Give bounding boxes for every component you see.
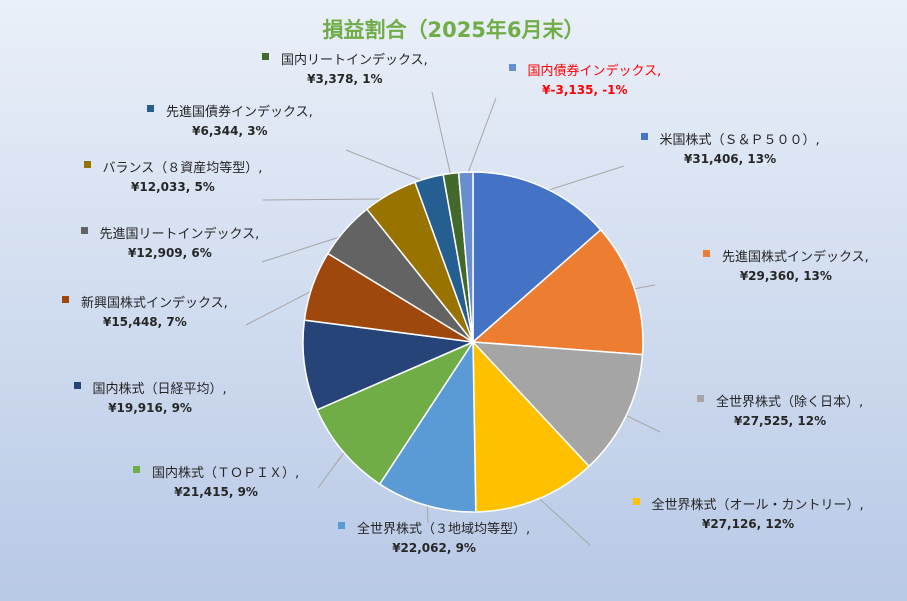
slice-name-label: 国内リートインデックス,: [262, 51, 428, 70]
pie-slice: [471, 341, 644, 468]
pie-slice: [457, 171, 474, 343]
slice-value: ¥12,033, 5%: [131, 180, 215, 194]
slice-name-label: 全世界株式（３地域均等型）,: [338, 520, 530, 539]
chart-title: 損益割合（2025年6月末）: [322, 18, 585, 42]
legend-key-icon: [147, 105, 154, 112]
data-label: バランス（８資産均等型）, ¥12,033, 5%: [83, 159, 263, 197]
slice-name-label: 国内債券インデックス,: [508, 62, 662, 81]
legend-key-icon: [80, 227, 88, 234]
slice-name-label: 全世界株式（除く日本）,: [697, 393, 863, 412]
legend-key-icon: [62, 296, 69, 303]
slice-value: ¥15,448, 7%: [102, 315, 187, 329]
slice-name: 先進国リートインデックス,: [99, 227, 260, 242]
leader-line: [534, 493, 591, 546]
data-label: 全世界株式（オール・カントリー）, ¥27,126, 12%: [632, 496, 864, 534]
legend-key-icon: [640, 133, 648, 140]
leader-line: [540, 165, 625, 194]
legend-key-icon: [133, 466, 140, 473]
legend-key-icon: [73, 382, 81, 389]
legend-key-icon: [338, 522, 345, 529]
slice-name-label: 国内株式（ＴＯＰＩＸ）,: [133, 464, 299, 483]
slice-name: 先進国株式インデックス,: [722, 250, 869, 265]
slice-value: ¥22,062, 9%: [392, 541, 476, 555]
slice-value: ¥29,360, 13%: [739, 269, 832, 283]
leader-line: [431, 91, 453, 180]
data-label: 国内債券インデックス, ¥-3,135, -1%: [508, 62, 662, 100]
legend-key-icon: [508, 64, 516, 71]
pie-slice: [472, 171, 602, 344]
leader-line: [245, 287, 319, 326]
slice-name: 先進国債券インデックス,: [166, 105, 313, 120]
slice-name-label: 先進国株式インデックス,: [703, 248, 869, 267]
leader-line: [345, 149, 431, 185]
slice-name-label: 先進国債券インデックス,: [147, 103, 313, 122]
leader-line: [620, 412, 661, 433]
data-label: 国内株式（日経平均）, ¥19,916, 9%: [73, 380, 227, 418]
slice-value: ¥27,525, 12%: [734, 414, 827, 428]
data-label: 国内株式（ＴＯＰＩＸ）, ¥21,415, 9%: [133, 464, 299, 502]
data-label: 全世界株式（３地域均等型）, ¥22,062, 9%: [338, 520, 530, 558]
legend-key-icon: [83, 161, 91, 168]
pie-slice: [472, 340, 591, 513]
slice-name: 全世界株式（オール・カントリー）,: [651, 498, 864, 513]
slice-value: ¥6,344, 3%: [192, 124, 268, 138]
slice-name-label: 新興国株式インデックス,: [62, 294, 228, 313]
legend-key-icon: [703, 250, 710, 257]
slice-name-label: バランス（８資産均等型）,: [83, 159, 263, 178]
data-label: 先進国債券インデックス, ¥6,344, 3%: [147, 103, 313, 141]
pie-slice: [471, 228, 644, 356]
data-label: 米国株式（Ｓ＆Ｐ５００）, ¥31,406, 13%: [640, 131, 820, 169]
legend-key-icon: [697, 395, 704, 402]
leader-line: [465, 97, 497, 179]
slice-value: ¥31,406, 13%: [684, 152, 777, 166]
legend-key-icon: [262, 53, 269, 60]
legend-key-icon: [632, 498, 640, 505]
data-label: 全世界株式（除く日本）, ¥27,525, 12%: [697, 393, 863, 431]
slice-name: 国内債券インデックス,: [527, 64, 662, 79]
leader-line: [317, 447, 348, 489]
slice-name: バランス（８資産均等型）,: [102, 161, 263, 176]
slice-name: 国内リートインデックス,: [281, 53, 428, 68]
slice-name-label: 全世界株式（オール・カントリー）,: [632, 496, 864, 515]
slice-name-label: 国内株式（日経平均）,: [73, 380, 227, 399]
slice-name: 国内株式（日経平均）,: [92, 382, 227, 397]
pie-slice: [316, 340, 476, 486]
leader-line: [262, 198, 393, 201]
slice-name: 新興国株式インデックス,: [81, 296, 228, 311]
data-label: 新興国株式インデックス, ¥15,448, 7%: [62, 294, 228, 332]
data-label: 国内リートインデックス, ¥3,378, 1%: [262, 51, 428, 89]
slice-value: ¥3,378, 1%: [307, 72, 383, 86]
slice-name: 全世界株式（除く日本）,: [716, 395, 864, 410]
slice-value: ¥21,415, 9%: [174, 485, 258, 499]
slice-value: ¥-3,135, -1%: [542, 83, 628, 97]
slice-name: 米国株式（Ｓ＆Ｐ５００）,: [659, 133, 820, 148]
slice-name-label: 先進国リートインデックス,: [80, 225, 260, 244]
pie-slice: [302, 319, 476, 411]
slice-value: ¥12,909, 6%: [127, 246, 212, 260]
slice-name: 全世界株式（３地域均等型）,: [357, 522, 531, 537]
pie-slice: [378, 339, 477, 513]
slice-value: ¥19,916, 9%: [108, 401, 192, 415]
data-label: 先進国株式インデックス, ¥29,360, 13%: [703, 248, 869, 286]
slice-name: 国内株式（ＴＯＰＩＸ）,: [152, 466, 300, 481]
slice-name-label: 米国株式（Ｓ＆Ｐ５００）,: [640, 131, 820, 150]
slice-value: ¥27,126, 12%: [702, 517, 795, 531]
leader-line: [261, 233, 351, 263]
data-label: 先進国リートインデックス, ¥12,909, 6%: [80, 225, 260, 263]
